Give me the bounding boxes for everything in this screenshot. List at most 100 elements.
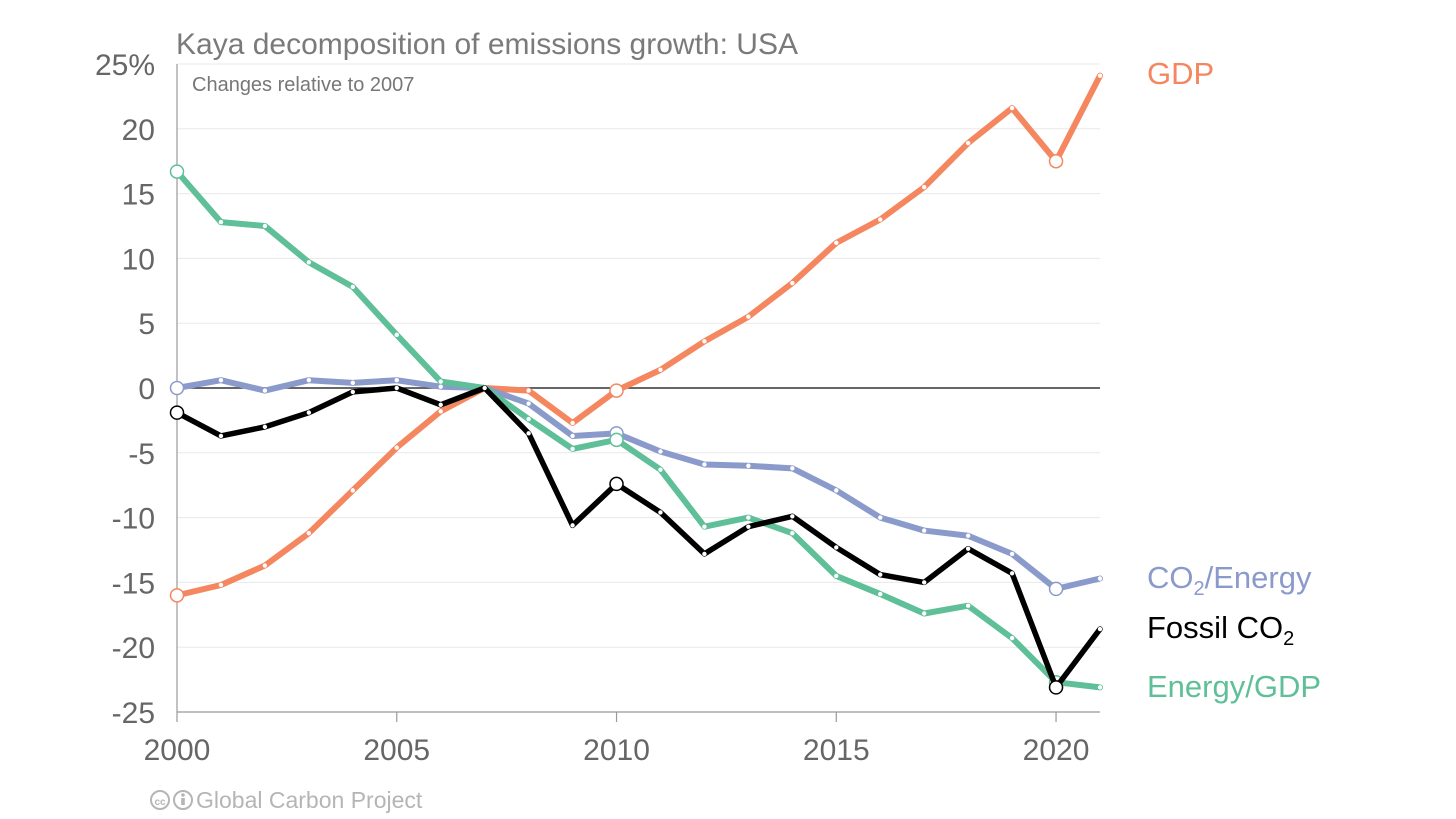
data-point-co2energy [526,401,531,406]
series-fossil [169,385,1103,695]
data-point-co2energy [702,462,707,467]
y-tick-label: 25% [95,49,155,82]
data-point-fossil [834,545,839,550]
x-tick-label: 2020 [1023,734,1090,767]
y-tick-label: 0 [138,373,155,406]
data-point-gdp [1048,153,1064,169]
data-point-energygdp [746,515,751,520]
gridlines [176,63,1100,713]
data-point-energygdp [526,416,531,422]
data-point-co2energy [658,449,663,454]
data-point-fossil [878,572,883,577]
data-point-co2energy [570,433,575,439]
data-point-gdp [965,140,971,146]
data-point-energygdp [878,591,883,597]
data-point-co2energy [834,488,839,493]
series-line-fossil [174,385,1103,691]
data-point-fossil [965,546,971,551]
y-tick-label: 20 [122,114,155,147]
legend-co2-energy: CO2/Energy [1147,560,1312,600]
y-axis-ticks: 25% 20 15 10 5 0 -5 -10 -15 -20 -25 [95,49,155,730]
y-tick-label: 15 [122,179,155,212]
credit-text: Global Carbon Project [196,787,423,813]
data-point-fossil [1009,571,1015,576]
data-point-energygdp [394,332,399,338]
data-point-co2energy [921,528,927,533]
x-tick-label: 2015 [803,734,870,767]
data-point-fossil [790,514,795,519]
data-point-gdp [306,530,312,536]
data-point-gdp [790,280,795,286]
y-tick-label: -20 [112,632,155,665]
data-point-gdp [218,582,224,588]
legend-co2-energy-subscript: 2 [1194,578,1205,600]
data-point-energygdp [1009,635,1015,641]
data-point-fossil [262,424,268,430]
data-point-fossil [921,580,927,585]
y-tick-label: 10 [122,243,155,276]
data-point-co2energy [350,380,356,386]
y-tick-label: -25 [112,697,155,730]
data-point-co2energy [965,533,971,538]
data-point-co2energy [394,378,399,383]
legend-fossil-base: Fossil CO [1147,610,1283,645]
data-point-co2energy [878,515,883,520]
data-point-energygdp [306,260,312,265]
data-point-energygdp [350,284,356,290]
data-point-co2energy [1009,551,1015,557]
data-point-energygdp [169,164,185,179]
data-point-gdp [262,563,268,568]
data-point-gdp [1097,73,1103,78]
data-point-fossil [526,431,531,436]
data-point-co2energy [1097,576,1103,581]
data-point-fossil [658,510,663,515]
data-point-co2energy [218,378,224,383]
data-point-gdp [570,420,575,426]
legend-co2-energy-base: CO [1147,560,1194,595]
data-point-energygdp [790,530,795,536]
data-point-fossil [218,433,224,439]
data-point-gdp [350,488,356,493]
series-energygdp [169,164,1103,691]
y-tick-label: -10 [112,503,155,536]
data-point-energygdp [570,446,575,452]
legend-fossil-subscript: 2 [1283,628,1294,650]
legend-fossil-co2: Fossil CO2 [1147,610,1294,650]
chart-title: Kaya decomposition of emissions growth: … [176,28,798,61]
credit: cc Global Carbon Project [150,787,423,813]
data-point-fossil [350,389,356,395]
data-point-gdp [702,339,707,344]
data-point-gdp [526,388,531,393]
data-point-fossil [394,385,399,391]
data-point-gdp [878,217,883,222]
data-point-energygdp [965,603,971,608]
data-point-gdp [658,367,663,373]
data-point-fossil [702,551,707,557]
data-point-gdp [169,588,185,603]
y-tick-label: 5 [138,308,155,341]
data-point-gdp [438,409,443,414]
y-tick-label: -5 [128,438,155,471]
chart-subtitle: Changes relative to 2007 [192,74,414,96]
data-point-gdp [746,314,751,319]
data-point-energygdp [658,467,663,472]
data-point-gdp [394,445,399,450]
data-point-energygdp [262,223,268,229]
legend-energy-gdp: Energy/GDP [1147,669,1321,704]
data-point-fossil [609,476,624,492]
data-point-co2energy [746,463,751,468]
data-point-co2energy [790,466,795,471]
data-point-fossil [438,402,443,408]
y-tick-label: -15 [112,567,155,600]
data-point-fossil [482,385,487,391]
series-line-co2energy [174,377,1103,592]
data-point-fossil [1097,626,1103,632]
x-axis-ticks: 2000 2005 2010 2015 2020 [144,712,1090,767]
series-line-energygdp [174,168,1103,691]
data-point-co2energy [306,378,312,383]
data-point-gdp [921,184,927,190]
data-point-fossil [169,405,185,420]
series-gdp [169,72,1103,603]
x-tick-label: 2010 [583,734,650,767]
